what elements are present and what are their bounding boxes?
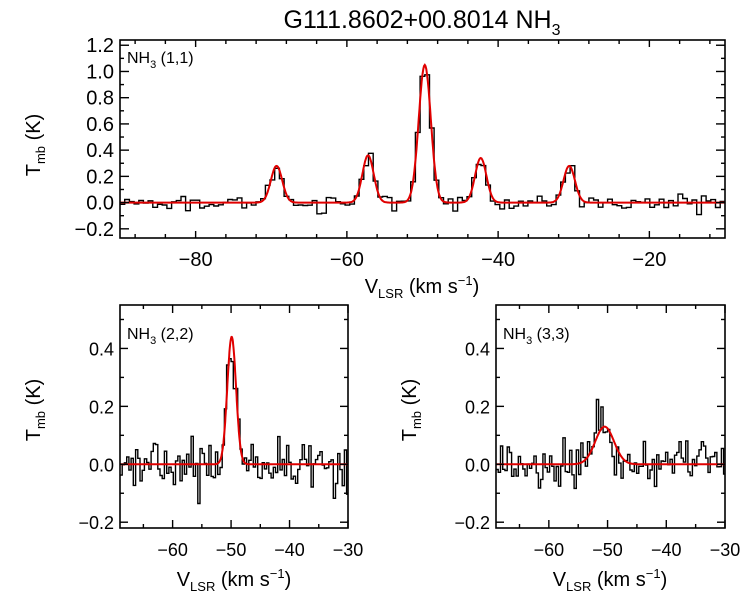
panel-nh3-22: −60 −50 −40 −30 −0.2 0.0 0.2 0.4 NH3 (2,2) VLSR… (23, 304, 363, 594)
nh3-33-y-tick-label: 0.2 (465, 397, 490, 417)
figure-title: G111.8602+00.8014 NH3 (284, 6, 561, 39)
nh3-11-spectrum-line (120, 74, 725, 216)
nh3-11-x-tick-label: −40 (481, 249, 515, 271)
nh3-22-spectrum-line (120, 358, 348, 505)
nh3-33-spectrum-line (496, 398, 725, 490)
nh3-22-y-axis-label: Tmb (K) (23, 379, 48, 442)
nh3-11-y-tick-label: 0.2 (86, 166, 114, 188)
nh3-11-ticks: −80 −60 −40 −20 −0.2 0.0 0.2 0.4 0.6 0.8 1.0 1.2 (75, 35, 725, 271)
nh3-22-y-tick-label: −0.2 (78, 513, 114, 533)
nh3-33-plot-frame (495, 304, 726, 529)
nh3-33-y-axis-label: Tmb (K) (399, 379, 424, 442)
nh3-11-y-tick-label: 1.2 (86, 35, 114, 57)
nh3-11-x-tick-label: −60 (330, 249, 364, 271)
panel-nh3-33: −60 −50 −40 −30 −0.2 0.0 0.2 0.4 NH3 (3,3) VLSR… (399, 304, 740, 594)
nh3-22-y-tick-label: 0.2 (89, 397, 114, 417)
nh3-11-x-tick-label: −80 (179, 249, 213, 271)
nh3-33-x-axis-label: VLSR (km s−1) (553, 566, 668, 594)
nh3-11-y-tick-label: 0.4 (86, 140, 114, 162)
nh3-22-observed-spectrum (120, 358, 348, 505)
nh3-22-transition-label: NH3 (2,2) (127, 326, 194, 347)
nh3-33-transition-label: NH3 (3,3) (503, 326, 570, 347)
nh3-11-y-tick-label: 0.8 (86, 88, 114, 110)
nh3-11-x-axis-label: VLSR (km s−1) (365, 273, 480, 301)
nh3-22-fit-curve (120, 335, 348, 466)
nh3-11-x-tick-label: −20 (632, 249, 666, 271)
panel-nh3-11: −80 −60 −40 −20 −0.2 0.0 0.2 0.4 0.6 0.8 1.0 1.2 NH… (23, 35, 726, 301)
nh3-11-y-tick-label: 1.0 (86, 61, 114, 83)
nh3-22-ticks: −60 −50 −40 −30 −0.2 0.0 0.2 0.4 (78, 305, 363, 560)
nh3-22-x-tick-label: −60 (157, 540, 188, 560)
nh3-11-transition-label: NH3 (1,1) (127, 50, 194, 71)
nh3-22-y-tick-label: 0.4 (89, 339, 114, 359)
nh3-11-y-tick-label: 0.0 (86, 193, 114, 215)
nh3-33-x-tick-label: −60 (534, 540, 565, 560)
nh3-11-fit-line (120, 63, 725, 204)
nh3-22-x-tick-label: −50 (216, 540, 247, 560)
nh3-11-y-axis-label: Tmb (K) (23, 114, 48, 177)
nh3-22-y-tick-label: 0.0 (89, 455, 114, 475)
nh3-33-y-tick-label: 0.0 (465, 455, 490, 475)
nh3-11-observed-spectrum (120, 74, 725, 216)
nh3-33-fit-line (496, 425, 725, 466)
nh3-11-y-tick-label: 0.6 (86, 114, 114, 136)
nh3-11-y-tick-label: −0.2 (75, 219, 114, 241)
nh3-33-ticks: −60 −50 −40 −30 −0.2 0.0 0.2 0.4 (454, 305, 740, 560)
nh3-11-plot-frame (119, 39, 726, 239)
nh3-33-x-tick-label: −50 (592, 540, 623, 560)
nh3-22-x-tick-label: −40 (274, 540, 305, 560)
nh3-33-x-tick-label: −40 (651, 540, 682, 560)
nh3-33-fit-curve (496, 425, 725, 466)
nh3-33-y-tick-label: 0.4 (465, 339, 490, 359)
nh3-33-y-tick-label: −0.2 (454, 513, 490, 533)
nh3-22-plot-frame (119, 304, 349, 529)
nh3-11-fit-curve (120, 63, 725, 204)
nh3-33-x-tick-label: −30 (710, 540, 741, 560)
nh3-22-fit-line (120, 335, 348, 466)
nh3-22-x-axis-label: VLSR (km s−1) (177, 566, 292, 594)
nh3-22-x-tick-label: −30 (333, 540, 364, 560)
nh3-33-observed-spectrum (496, 398, 725, 490)
